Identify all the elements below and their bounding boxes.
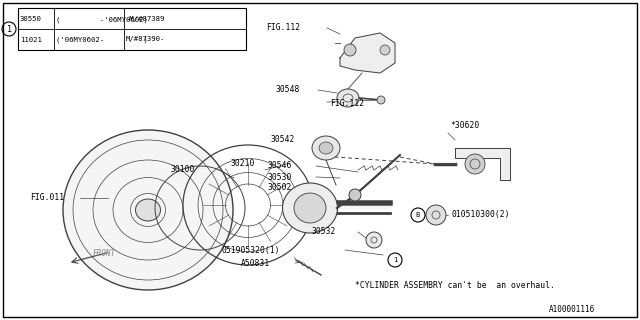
Text: (         -'06MY0602): ( -'06MY0602) [56,16,148,23]
Circle shape [349,189,361,201]
Text: FIG.011: FIG.011 [30,194,64,203]
Circle shape [388,253,402,267]
Text: *CYLINDER ASSEMBRY can't be  an overhaul.: *CYLINDER ASSEMBRY can't be an overhaul. [355,281,555,290]
Circle shape [344,44,356,56]
Text: 1: 1 [6,25,12,34]
Polygon shape [455,148,510,180]
Circle shape [411,208,425,222]
Text: 30502: 30502 [268,183,292,193]
Text: 30548: 30548 [276,85,300,94]
Text: 11021: 11021 [20,36,42,43]
Ellipse shape [282,183,337,233]
Circle shape [2,22,16,36]
Text: FRONT: FRONT [92,250,116,259]
Text: 30542: 30542 [271,135,295,145]
Text: -M/#87389: -M/#87389 [126,16,165,22]
Text: B: B [416,212,420,218]
Ellipse shape [312,136,340,160]
Ellipse shape [136,199,161,221]
Text: 051905320(1): 051905320(1) [221,245,280,254]
Circle shape [366,232,382,248]
Bar [18,8,246,50]
Text: M/#87390-: M/#87390- [126,36,165,43]
Text: 30210: 30210 [230,158,255,167]
Ellipse shape [319,142,333,154]
Ellipse shape [63,130,233,290]
Text: 30100: 30100 [171,165,195,174]
Text: 1: 1 [393,257,397,263]
Circle shape [377,96,385,104]
Text: 30546: 30546 [268,162,292,171]
Circle shape [426,205,446,225]
Ellipse shape [337,89,359,107]
Text: 30550: 30550 [20,16,42,22]
Text: 30530: 30530 [268,172,292,181]
Circle shape [465,154,485,174]
Text: ('06MY0602-         ): ('06MY0602- ) [56,36,148,43]
Text: 30532: 30532 [312,228,336,236]
Text: FIG.112: FIG.112 [330,99,364,108]
Text: *30620: *30620 [450,122,479,131]
Text: FIG.112: FIG.112 [266,23,300,33]
Text: A50831: A50831 [241,260,270,268]
Text: 010510300(2): 010510300(2) [452,211,511,220]
Ellipse shape [294,193,326,223]
Polygon shape [340,33,395,73]
Circle shape [380,45,390,55]
Text: A100001116: A100001116 [548,306,595,315]
